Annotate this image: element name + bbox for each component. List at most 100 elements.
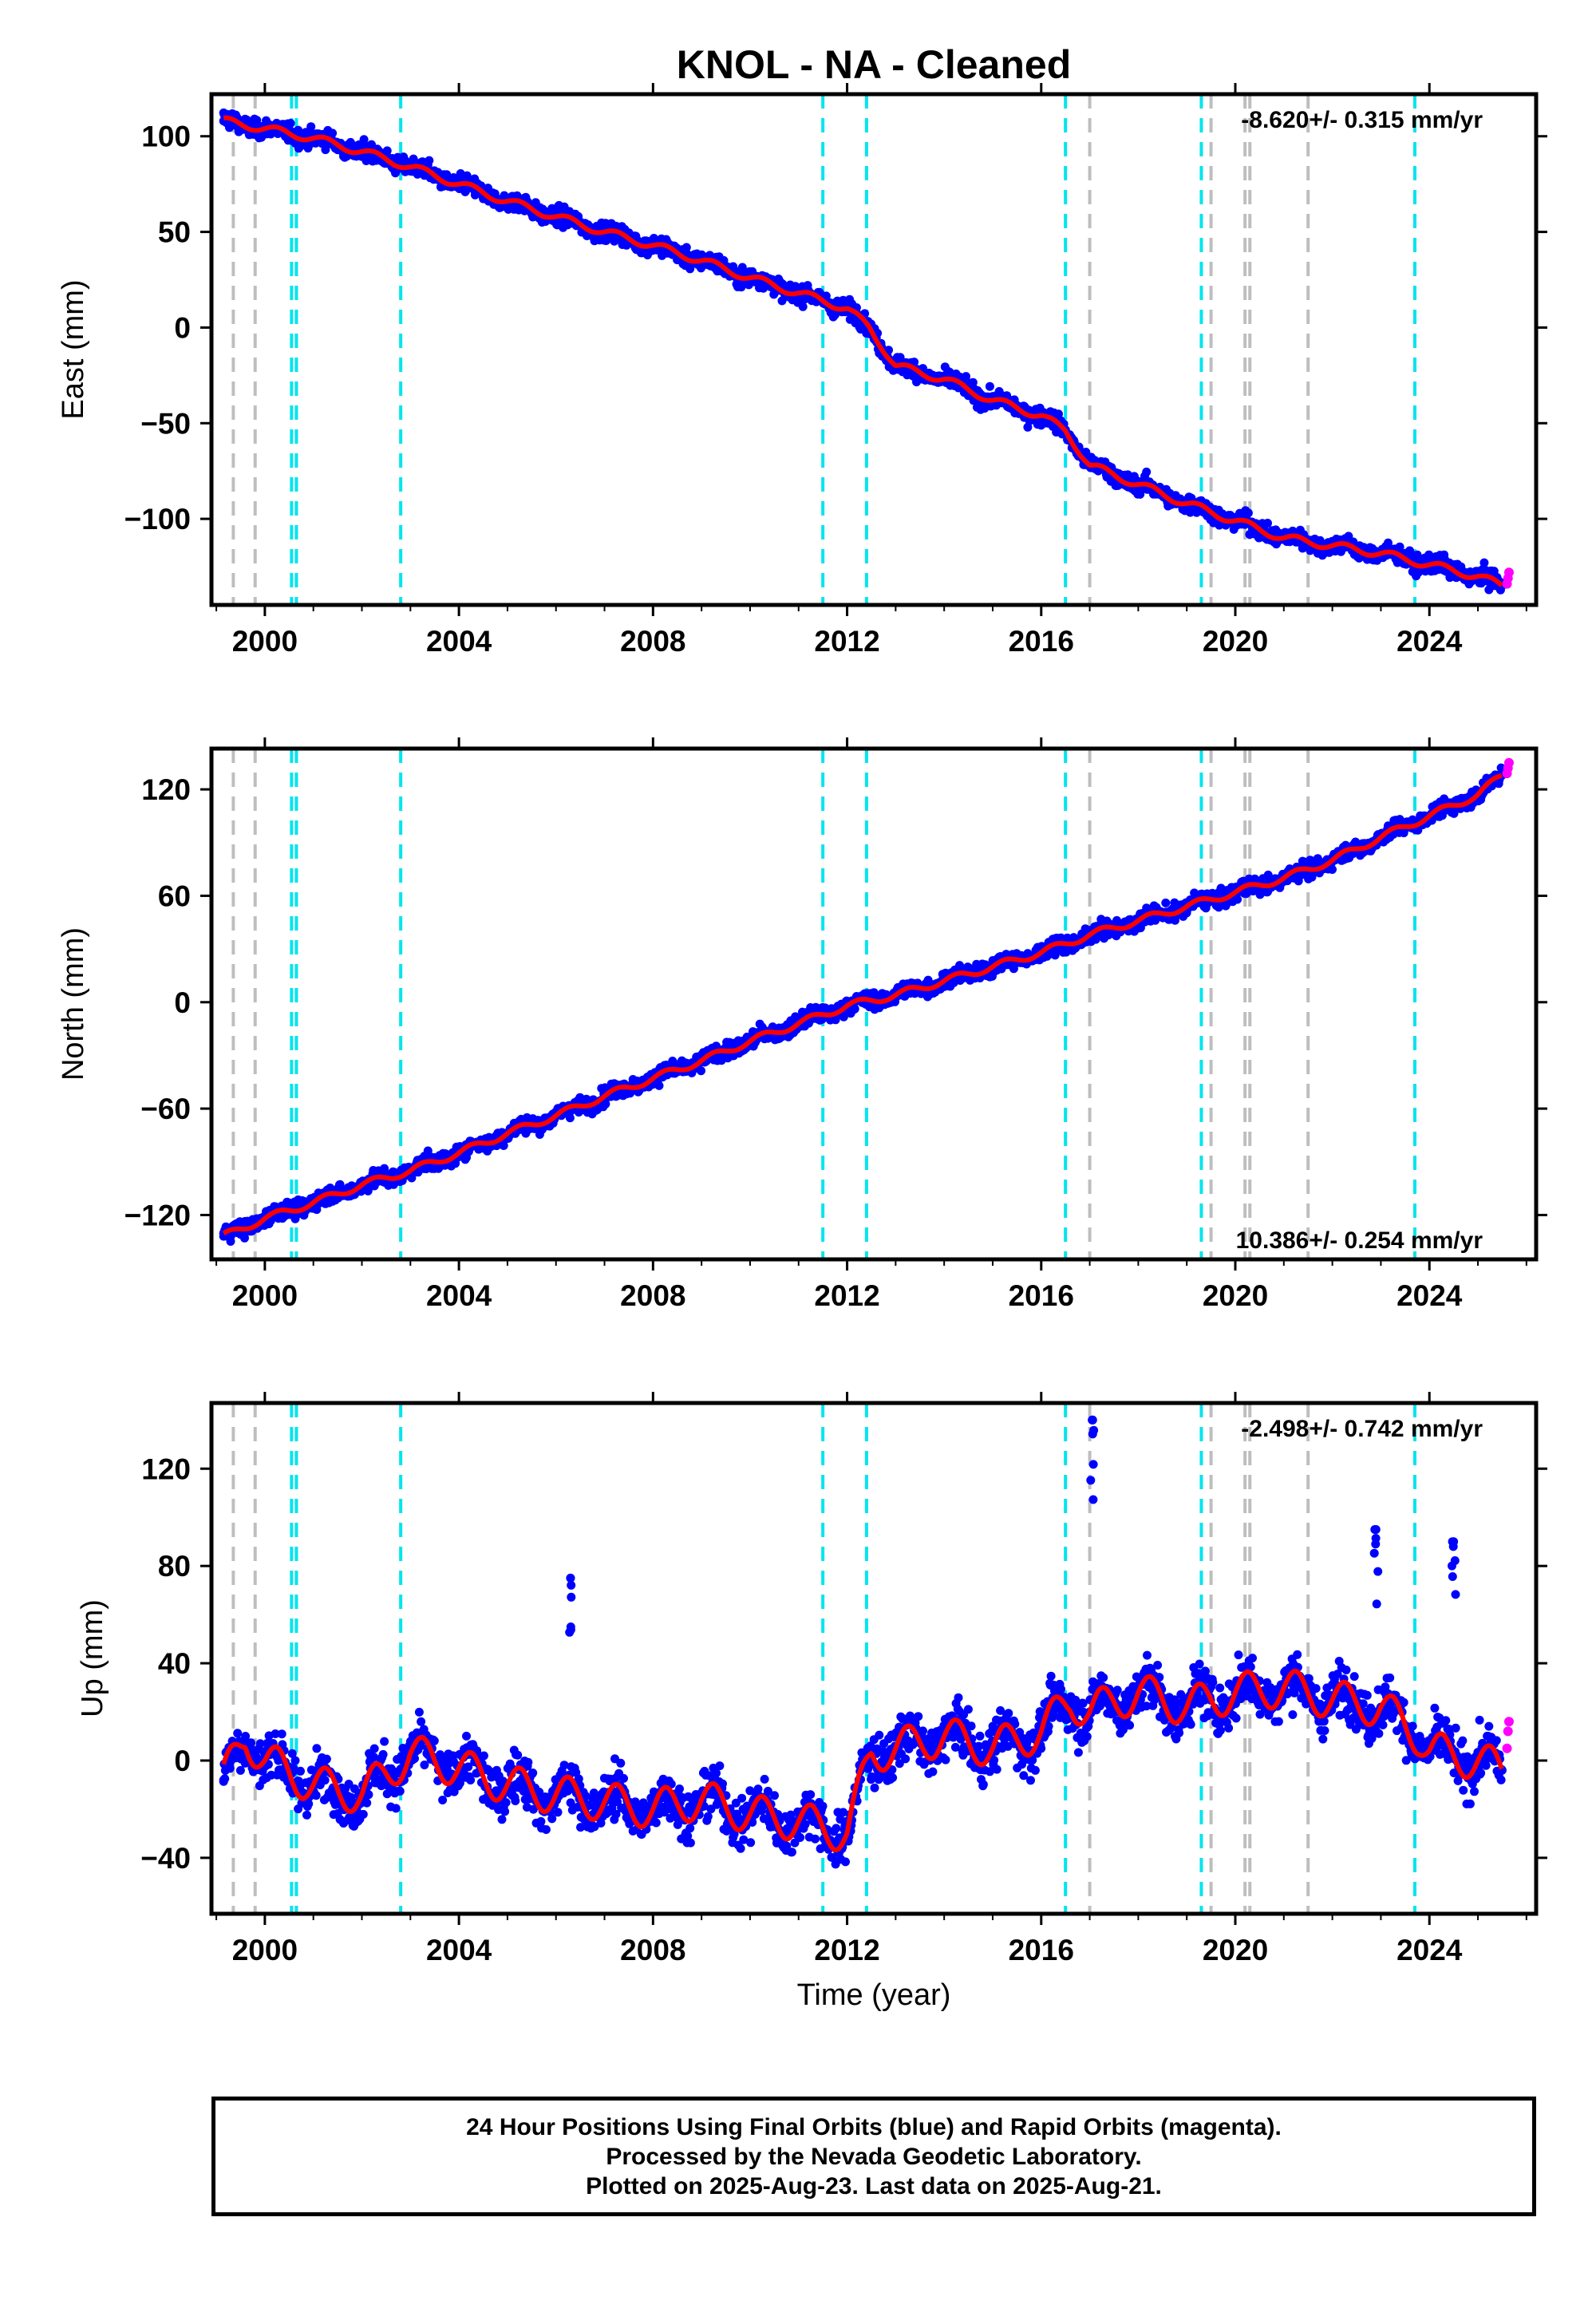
data-point	[286, 119, 295, 128]
y-tick-label: 0	[174, 986, 191, 1019]
x-tick-label: 2008	[620, 1279, 685, 1312]
x-tick-label: 2020	[1203, 1279, 1268, 1312]
data-point	[1142, 467, 1152, 476]
data-point	[414, 1707, 424, 1717]
x-tick-label: 2004	[426, 625, 492, 658]
final-orbit-points	[219, 1415, 1507, 1869]
x-tick-label: 2024	[1396, 1279, 1463, 1312]
data-point	[287, 1749, 297, 1758]
data-point	[423, 1146, 433, 1156]
data-point	[1424, 550, 1434, 559]
data-point	[1328, 865, 1337, 874]
data-point	[1395, 542, 1404, 551]
y-axis-label: East (mm)	[57, 279, 90, 419]
data-point	[252, 116, 262, 125]
x-tick-label: 2000	[232, 1279, 298, 1312]
data-point	[304, 1799, 314, 1808]
data-point	[225, 1764, 235, 1773]
x-tick-label: 2012	[814, 1279, 879, 1312]
data-point	[362, 1798, 372, 1808]
data-point	[255, 1739, 265, 1749]
model-curve	[222, 773, 1503, 1235]
data-point	[425, 156, 434, 165]
data-point	[416, 1741, 425, 1751]
data-point	[378, 1749, 388, 1759]
data-point	[380, 1737, 389, 1746]
data-point	[306, 122, 316, 132]
x-tick-label: 2012	[814, 625, 879, 658]
y-tick-label: −100	[124, 503, 191, 536]
data-point	[350, 1784, 359, 1793]
y-tick-label: 0	[174, 311, 191, 344]
data-point	[654, 1081, 664, 1090]
y-axis-label: North (mm)	[57, 927, 90, 1081]
data-point	[565, 1113, 575, 1123]
plot-area	[219, 749, 1514, 1259]
data-point	[1263, 519, 1272, 528]
plot-frame	[209, 92, 1539, 607]
data-point	[1395, 815, 1404, 824]
rate-label: 10.386+/- 0.254 mm/yr	[1236, 1227, 1483, 1254]
data-point	[369, 1753, 378, 1762]
y-tick-label: 50	[158, 216, 191, 249]
x-tick-label: 2024	[1396, 625, 1463, 658]
panel-up: 2000 2004 2008 2012 2016 2020 202412080400−40U…	[76, 1392, 1547, 1966]
data-point	[320, 1776, 330, 1785]
data-point	[985, 381, 994, 391]
data-point	[1161, 898, 1171, 907]
data-point	[850, 1004, 859, 1014]
data-point	[382, 146, 392, 156]
y-tick-label: −50	[140, 407, 191, 440]
y-tick-label: 120	[141, 773, 191, 806]
data-point	[296, 1766, 305, 1776]
data-point	[240, 1233, 249, 1243]
panel-north: 2000 2004 2008 2012 2016 2020 2024 120 60 0 −60 −12…	[57, 737, 1547, 1312]
data-point	[290, 1756, 300, 1765]
data-point	[968, 377, 978, 387]
x-tick-label: 2008	[620, 625, 685, 658]
x-tick-label: 2016	[1009, 625, 1074, 658]
data-point	[369, 1744, 379, 1753]
data-point	[821, 291, 831, 301]
model-curve	[223, 115, 1503, 587]
data-point	[322, 1754, 331, 1764]
data-point	[910, 358, 919, 367]
x-tick-label: 2000	[232, 625, 298, 658]
data-point	[233, 1729, 243, 1738]
data-point	[1243, 508, 1253, 518]
plot-area	[219, 94, 1514, 605]
data-point	[1054, 409, 1063, 419]
y-tick-label: 60	[158, 879, 191, 912]
data-point	[1479, 558, 1489, 567]
rapid-orbit-point	[1503, 757, 1514, 768]
data-point	[1233, 895, 1242, 904]
data-point	[271, 1729, 280, 1738]
x-tick-label: 2016	[1009, 1279, 1074, 1312]
rate-label: -8.620+/- 0.315 mm/yr	[1241, 107, 1483, 133]
final-orbit-points	[219, 763, 1507, 1246]
data-point	[962, 372, 970, 381]
plot-frame	[209, 746, 1539, 1262]
y-tick-label: 100	[141, 121, 191, 153]
data-point	[1449, 808, 1459, 818]
data-point	[417, 1717, 426, 1726]
data-point	[1384, 538, 1393, 547]
data-point	[380, 1164, 389, 1173]
data-point	[358, 1809, 368, 1819]
rapid-orbit-point	[1503, 567, 1514, 578]
data-point	[681, 243, 691, 252]
data-point	[235, 1765, 245, 1775]
y-tick-label: −60	[140, 1093, 191, 1125]
x-tick-label: 2020	[1203, 625, 1268, 658]
data-point	[697, 1066, 705, 1076]
data-point	[328, 128, 338, 138]
data-point	[395, 1786, 405, 1796]
data-point	[247, 1738, 255, 1748]
x-tick-label: 2004	[426, 1279, 492, 1312]
data-point	[798, 302, 808, 311]
plot-area	[219, 1403, 1514, 1914]
y-tick-label: −120	[124, 1199, 191, 1231]
data-point	[344, 1780, 354, 1788]
data-point	[277, 1729, 286, 1739]
